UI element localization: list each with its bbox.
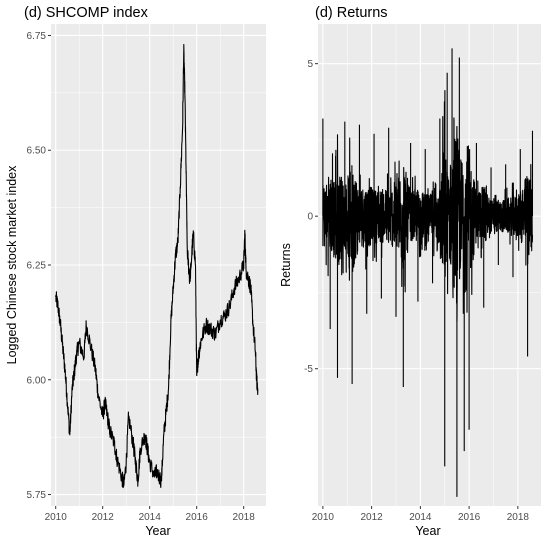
x-tick-label-shcomp: 2010 [45,512,68,523]
x-tick-label-shcomp: 2014 [139,512,162,523]
x-tick-label-returns: 2016 [458,512,481,523]
chart-title-shcomp: (d) SHCOMP index [24,5,149,21]
chart-title-returns: (d) Returns [315,5,388,21]
x-axis-label-returns: Year [415,524,440,538]
plot-area-returns [318,24,541,506]
y-tick-label-returns: 0 [307,212,313,223]
y-tick-label-shcomp: 6.50 [27,146,47,157]
y-tick-label-returns: -5 [304,364,313,375]
gridlines-shcomp [51,24,266,506]
x-tick-label-returns: 2014 [409,512,432,523]
series-line-returns [322,90,534,322]
y-tick-label-shcomp: 5.75 [27,490,47,501]
x-tick-label-returns: 2018 [507,512,530,523]
x-tick-label-returns: 2010 [312,512,335,523]
y-axis-label-shcomp: Logged Chinese stock market index [5,165,19,364]
panel-returns: (d) Returns 2010 2012 2014 2016 2018 5 0 -5 Yea… [279,5,541,538]
axis-ticks-returns: 2010 2012 2014 2016 2018 5 0 -5 [304,59,529,523]
y-axis-label-returns: Returns [279,243,293,287]
panel-shcomp: (d) SHCOMP index 2010 2012 2014 2016 2018 5.7… [5,5,266,538]
x-tick-label-shcomp: 2018 [233,512,256,523]
y-tick-label-returns: 5 [307,59,313,70]
y-tick-label-shcomp: 6.75 [27,31,47,42]
axis-ticks-shcomp: 2010 2012 2014 2016 2018 5.75 6.00 6.25 6.50 6.75 [27,31,256,523]
series-returns [322,48,534,497]
x-axis-label-shcomp: Year [145,524,170,538]
series-line-shcomp [55,44,259,489]
y-tick-label-shcomp: 6.25 [27,261,47,272]
x-tick-label-returns: 2012 [360,512,383,523]
y-tick-label-shcomp: 6.00 [27,375,47,386]
x-tick-label-shcomp: 2012 [92,512,115,523]
x-tick-label-shcomp: 2016 [186,512,209,523]
